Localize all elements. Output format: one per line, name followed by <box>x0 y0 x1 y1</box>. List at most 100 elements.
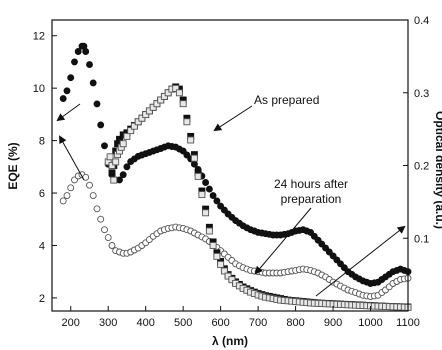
data-point <box>209 242 217 249</box>
y-axis-right: 0.1 0.2 0.3 0.4 <box>403 15 429 245</box>
data-point <box>198 191 206 199</box>
data-point <box>123 132 131 140</box>
data-point <box>205 185 213 193</box>
data-point <box>217 260 225 268</box>
arrow-left-eqe-filled <box>56 103 81 122</box>
data-point <box>213 252 221 260</box>
data-point <box>145 107 153 115</box>
data-point <box>179 100 187 108</box>
data-point <box>119 140 127 148</box>
x-axis: 200 300 400 500 600 700 800 900 1000 1100 <box>62 306 420 329</box>
data-point <box>183 118 191 126</box>
data-point <box>205 227 213 235</box>
data-point <box>175 89 183 97</box>
y-left-tick-label: 4 <box>39 240 45 252</box>
data-point <box>224 272 232 280</box>
x-tick-label: 600 <box>211 317 229 329</box>
data-point <box>130 122 138 130</box>
data-point <box>101 142 108 150</box>
data-point <box>59 95 67 103</box>
series-layer <box>59 42 412 311</box>
data-point <box>97 121 105 129</box>
x-tick-label: 400 <box>137 317 155 329</box>
y-right-tick-label: 0.1 <box>414 233 429 245</box>
data-point <box>172 84 180 92</box>
y-left-tick-label: 12 <box>33 31 45 43</box>
data-point <box>134 118 142 126</box>
y-left-tick-label: 8 <box>39 136 45 148</box>
y-axis-left: 2 4 6 8 10 12 <box>33 31 57 305</box>
y-left-tick-label: 2 <box>39 293 45 305</box>
data-point <box>63 192 71 200</box>
x-tick-label: 300 <box>99 317 117 329</box>
data-point <box>138 114 146 122</box>
data-point <box>116 176 123 184</box>
data-point <box>67 184 75 192</box>
x-tick-label: 500 <box>174 317 192 329</box>
data-point <box>86 61 93 69</box>
series-open-circle <box>59 171 412 301</box>
data-point <box>228 276 236 284</box>
data-point <box>127 127 135 135</box>
data-point <box>86 181 93 189</box>
data-point <box>82 48 90 55</box>
x-tick-label: 800 <box>286 317 304 329</box>
data-point <box>142 111 150 119</box>
annotation-24h-line2: preparation <box>281 192 342 206</box>
data-point <box>160 92 168 100</box>
data-point <box>190 154 198 162</box>
y-right-tick-label: 0.4 <box>414 15 429 27</box>
arrow-right-axis <box>315 225 406 297</box>
arrow-as-prepared <box>213 105 253 132</box>
y-axis-left-title: EQE (%) <box>6 142 20 189</box>
data-point <box>202 209 210 217</box>
data-point <box>74 48 82 55</box>
data-point <box>93 100 101 108</box>
y-right-tick-label: 0.2 <box>414 161 429 173</box>
y-left-tick-label: 6 <box>39 188 45 200</box>
data-point <box>112 158 120 166</box>
data-point <box>108 242 116 249</box>
x-tick-label: 700 <box>249 317 267 329</box>
data-point <box>101 226 108 234</box>
data-point <box>89 192 97 200</box>
x-tick-label: 1100 <box>396 317 420 329</box>
data-point <box>59 197 67 205</box>
y-right-tick-label: 0.3 <box>414 88 429 100</box>
series-open-square <box>104 84 412 311</box>
data-point <box>123 163 131 171</box>
series-filled-circle <box>59 42 412 287</box>
data-point <box>213 197 221 205</box>
x-tick-label: 200 <box>62 317 80 329</box>
data-point <box>116 135 123 143</box>
data-point <box>110 176 118 184</box>
y-left-tick-label: 10 <box>33 83 45 95</box>
data-point <box>108 162 116 169</box>
data-point <box>190 160 198 168</box>
data-point <box>209 192 217 200</box>
data-point <box>164 89 172 97</box>
x-axis-title: λ (nm) <box>212 334 248 348</box>
data-point <box>106 153 114 161</box>
data-point <box>202 179 210 186</box>
data-point <box>108 169 116 177</box>
data-point <box>97 215 105 223</box>
data-point <box>153 100 161 108</box>
data-point <box>194 172 202 180</box>
series-filled-square <box>108 83 412 311</box>
data-point <box>71 58 78 66</box>
y-axis-right-title: Optical density (a.u.) <box>433 111 442 229</box>
data-point <box>220 267 228 275</box>
data-point <box>93 205 101 213</box>
annotation-24h-line1: 24 hours after <box>274 177 348 191</box>
data-point <box>67 74 75 82</box>
x-tick-label: 1000 <box>358 317 382 329</box>
arrow-24h <box>254 207 312 275</box>
data-point <box>104 234 112 242</box>
arrow-left-eqe-open <box>59 135 85 181</box>
data-point <box>89 79 97 87</box>
data-point <box>119 171 127 179</box>
data-point <box>149 103 157 111</box>
annotation-as-prepared: As prepared <box>254 93 319 107</box>
